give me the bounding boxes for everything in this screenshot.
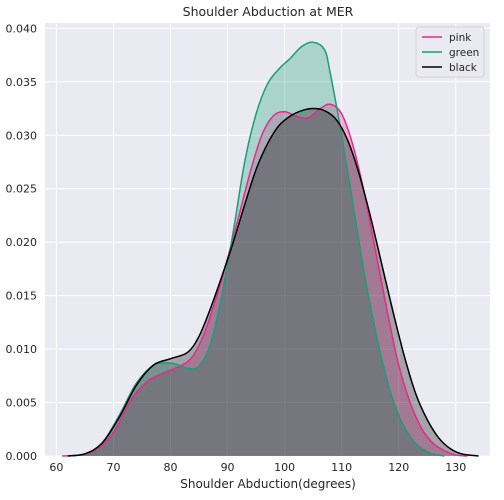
legend-label-pink: pink: [449, 32, 472, 44]
x-tick-label: 120: [388, 461, 409, 474]
line-black: [67, 107, 479, 457]
y-tick-label: 0.025: [6, 183, 38, 196]
y-tick-label: 0.000: [6, 450, 38, 463]
x-axis-label: Shoulder Abduction(degrees): [180, 477, 356, 491]
y-tick-label: 0.030: [6, 129, 38, 142]
x-tick-labels: 60 70 80 90 100 110 120 130: [49, 461, 466, 474]
legend-label-green: green: [449, 47, 479, 59]
area-black: [67, 108, 479, 456]
legend-box: [415, 26, 485, 78]
y-tick-label: 0.040: [6, 22, 38, 35]
grid-lines: [45, 23, 490, 457]
x-tick-label: 70: [106, 461, 120, 474]
x-tick-label: 100: [274, 461, 295, 474]
y-tick-label: 0.020: [6, 236, 38, 249]
legend: pink green black: [415, 26, 485, 78]
density-areas: [62, 42, 479, 456]
line-pink: [62, 103, 468, 457]
chart-title: Shoulder Abduction at MER: [183, 4, 354, 19]
area-pink: [62, 104, 468, 456]
legend-label-black: black: [449, 62, 478, 74]
plot-background: [45, 23, 490, 456]
x-tick-label: 110: [331, 461, 352, 474]
x-tick-label: 80: [164, 461, 178, 474]
area-green: [67, 42, 445, 456]
y-tick-label: 0.035: [6, 76, 38, 89]
y-tick-label: 0.005: [6, 397, 38, 410]
y-tick-label: 0.015: [6, 290, 38, 303]
x-tick-label: 130: [445, 461, 466, 474]
density-lines: [62, 41, 479, 457]
x-tick-label: 90: [221, 461, 235, 474]
x-tick-label: 60: [49, 461, 63, 474]
y-tick-label: 0.010: [6, 343, 38, 356]
y-tick-labels: 0.000 0.005 0.010 0.015 0.020 0.025 0.030 0.035…: [6, 22, 38, 463]
